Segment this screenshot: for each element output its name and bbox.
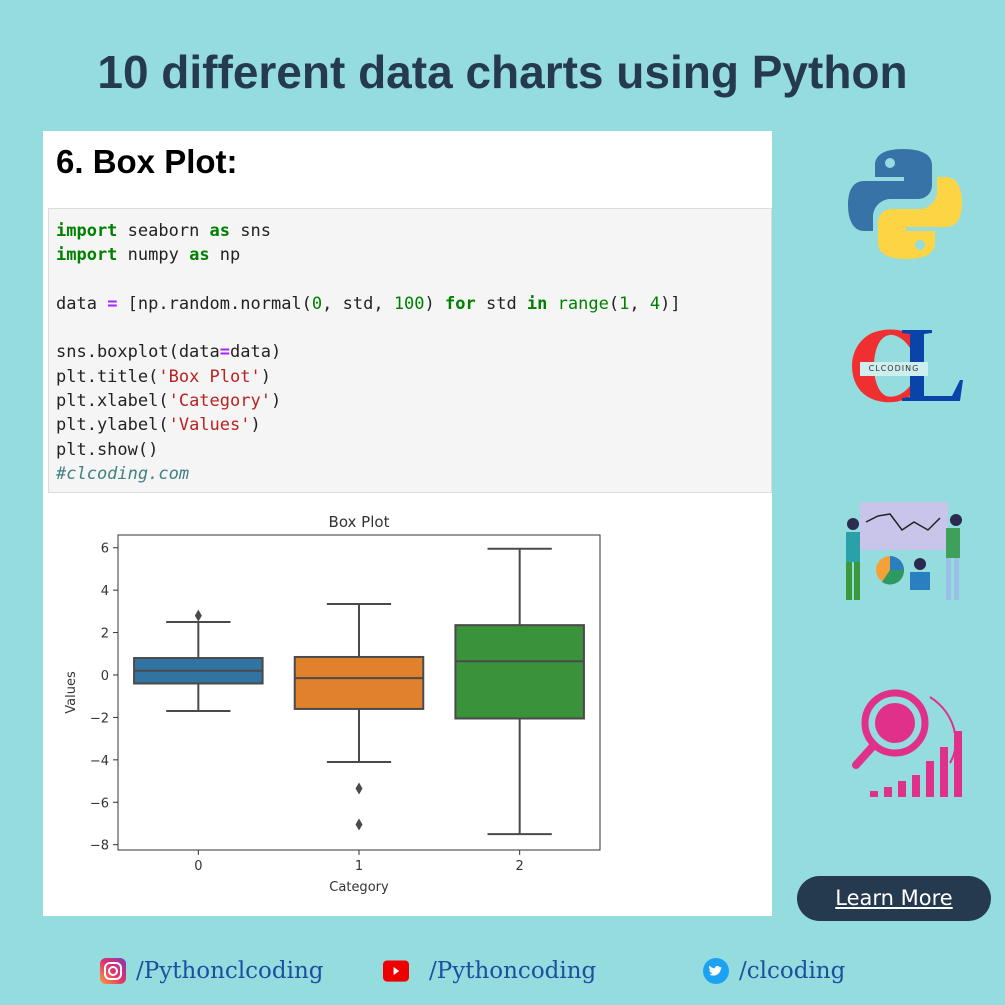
code-token: std	[475, 293, 527, 314]
code-token: for	[445, 293, 476, 314]
y-tick-label: −4	[90, 754, 109, 769]
box-1	[293, 655, 425, 710]
headline: 10 different data charts using Python	[97, 46, 908, 98]
code-token: in	[526, 293, 548, 314]
instagram-handle: /Pythonclcoding	[136, 958, 324, 984]
code-token: #clcoding.com	[56, 463, 190, 484]
social-twitter[interactable]: /clcoding	[703, 958, 845, 984]
code-token: import	[56, 245, 118, 266]
code-token: )	[424, 293, 446, 314]
code-token: )	[250, 415, 261, 436]
youtube-icon	[383, 958, 409, 984]
y-tick-label: −2	[90, 711, 109, 726]
code-token: )]	[660, 293, 681, 314]
code-token: =	[107, 293, 118, 314]
code-token: plt.show()	[56, 439, 159, 460]
code-token: as	[189, 245, 210, 266]
code-token: plt.ylabel(	[56, 415, 169, 436]
code-token: 0	[311, 293, 323, 314]
code-token: 100	[393, 293, 425, 314]
y-tick-label: −8	[90, 839, 109, 854]
clcoding-logo: CLCODING	[852, 328, 967, 403]
outlier-point	[194, 609, 202, 622]
code-token: np	[209, 245, 241, 266]
code-token: =	[219, 342, 231, 363]
code-token: , std,	[322, 293, 394, 314]
code-line: plt.title('Box Plot')	[56, 365, 771, 389]
outlier-point	[355, 782, 363, 795]
code-token: 4	[649, 293, 661, 314]
code-token: )	[260, 366, 271, 387]
x-axis-label: Category	[329, 880, 389, 895]
code-token: [np.random.normal(	[117, 293, 312, 314]
social-youtube[interactable]: /Pythoncoding	[383, 958, 596, 984]
code-token: )	[270, 391, 282, 412]
code-line: import numpy as np	[56, 243, 771, 267]
plot-frame	[117, 534, 601, 851]
code-token: numpy	[117, 245, 190, 266]
code-token: 'Values'	[168, 415, 251, 436]
code-line: plt.show()	[56, 438, 771, 462]
code-token: sns	[230, 221, 271, 241]
y-tick-label: 4	[101, 584, 109, 599]
chart-title: Box Plot	[329, 513, 390, 531]
magnifier-growth-chart-icon	[852, 689, 962, 797]
code-token: plt.xlabel(	[56, 391, 169, 412]
youtube-handle: /Pythoncoding	[429, 958, 597, 984]
code-token: 'Box Plot'	[158, 366, 261, 387]
code-line: plt.xlabel('Category')	[56, 389, 771, 413]
code-token: range	[557, 293, 609, 314]
y-tick-label: 0	[101, 669, 109, 684]
code-token: plt.title(	[56, 366, 159, 387]
clcoding-logo-text: CLCODING	[868, 364, 920, 373]
y-axis-label: Values	[64, 671, 79, 714]
data-analysis-illustration-icon	[846, 502, 962, 600]
x-tick-label: 1	[355, 859, 363, 874]
code-line: import seaborn as sns	[56, 219, 771, 243]
clcoding-logo-icon	[852, 329, 963, 403]
code-token: (	[608, 293, 620, 314]
code-line: data = [np.random.normal(0, std, 100) fo…	[56, 292, 771, 316]
python-logo-icon	[848, 149, 962, 259]
x-tick-label: 0	[194, 859, 202, 874]
code-line: sns.boxplot(data=data)	[56, 340, 771, 364]
code-token: 1	[619, 293, 630, 314]
code-token: ,	[629, 293, 650, 314]
twitter-handle: /clcoding	[739, 958, 846, 984]
box-2	[454, 624, 585, 720]
code-token: sns.boxplot(data	[56, 342, 220, 363]
learn-more-button[interactable]: Learn More	[797, 876, 991, 921]
code-line: plt.ylabel('Values')	[56, 413, 771, 437]
y-tick-label: −6	[90, 796, 109, 811]
section-title: 6. Box Plot:	[56, 143, 238, 180]
social-instagram[interactable]: /Pythonclcoding	[100, 958, 324, 984]
instagram-icon	[100, 958, 126, 984]
y-tick-label: 6	[101, 542, 109, 557]
code-block: import seaborn as sns import numpy as np d…	[48, 208, 772, 493]
code-token: as	[209, 221, 231, 241]
code-token: data)	[230, 342, 282, 363]
code-line: #clcoding.com	[56, 462, 771, 486]
x-tick-label: 2	[516, 859, 524, 874]
code-token: 'Category'	[168, 391, 271, 412]
code-token: seaborn	[117, 221, 210, 241]
code-token: import	[56, 221, 118, 241]
code-token: data	[56, 293, 108, 314]
twitter-icon	[703, 958, 729, 984]
y-tick-label: 2	[101, 627, 109, 642]
outlier-point	[355, 818, 363, 831]
